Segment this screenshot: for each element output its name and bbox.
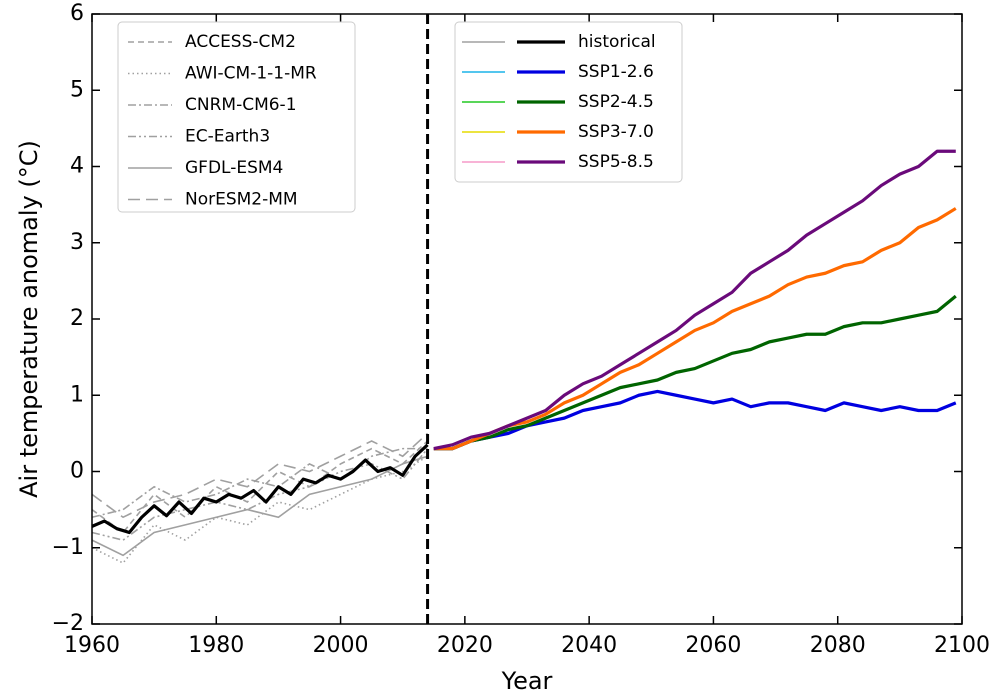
model-line (91, 447, 428, 519)
x-tick-label: 2100 (934, 633, 990, 658)
legend-label: ACCESS-CM2 (185, 32, 296, 52)
legend-label: EC-Earth3 (185, 127, 270, 147)
x-tick-label: 2020 (437, 633, 493, 658)
mean-line (433, 389, 957, 451)
y-tick-label: 0 (70, 459, 84, 484)
x-tick-label: 2060 (685, 633, 741, 658)
y-axis-label: Air temperature anomaly (°C) (15, 140, 43, 498)
mean-line (433, 294, 957, 451)
legend-label: GFDL-ESM4 (185, 158, 283, 178)
legend-label: SSP1-2.6 (578, 62, 654, 82)
model-line (91, 440, 429, 534)
legend-box (454, 21, 683, 183)
y-tick-label: 3 (70, 230, 84, 255)
model-line (91, 455, 428, 557)
mean-line (433, 149, 956, 451)
mean-line (91, 443, 429, 535)
legend-label: CNRM-CM6-1 (185, 95, 297, 115)
legend-label: SSP3-7.0 (578, 122, 654, 142)
y-tick-label: 4 (70, 154, 84, 179)
x-tick-label: 1960 (64, 633, 120, 658)
y-tick-label: 6 (70, 1, 84, 26)
model-line (91, 432, 429, 519)
y-tick-label: 2 (70, 306, 84, 331)
legend-label: SSP2-4.5 (578, 92, 654, 112)
y-tick-label: −1 (52, 535, 84, 560)
mean-line (433, 207, 957, 451)
x-tick-label: 2000 (313, 633, 369, 658)
y-tick-label: −2 (52, 611, 84, 636)
x-axis-label: Year (501, 667, 553, 695)
legend-box (117, 21, 356, 213)
model-line (91, 448, 429, 541)
x-tick-label: 2040 (561, 633, 617, 658)
legend-label: SSP5-8.5 (578, 152, 654, 172)
legend-label: NorESM2-MM (185, 190, 298, 210)
x-tick-label: 2080 (810, 633, 866, 658)
y-tick-label: 5 (70, 77, 84, 102)
x-tick-label: 1980 (188, 633, 244, 658)
legend-label: AWI-CM-1-1-MR (185, 64, 317, 84)
y-tick-label: 1 (70, 382, 84, 407)
legend-label: historical (578, 32, 656, 52)
